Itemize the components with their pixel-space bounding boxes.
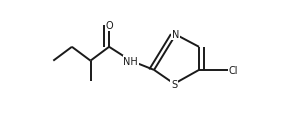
- Text: N: N: [172, 30, 180, 40]
- Text: O: O: [105, 21, 113, 31]
- Text: S: S: [171, 79, 177, 89]
- Text: Cl: Cl: [229, 65, 238, 75]
- Text: NH: NH: [124, 56, 138, 66]
